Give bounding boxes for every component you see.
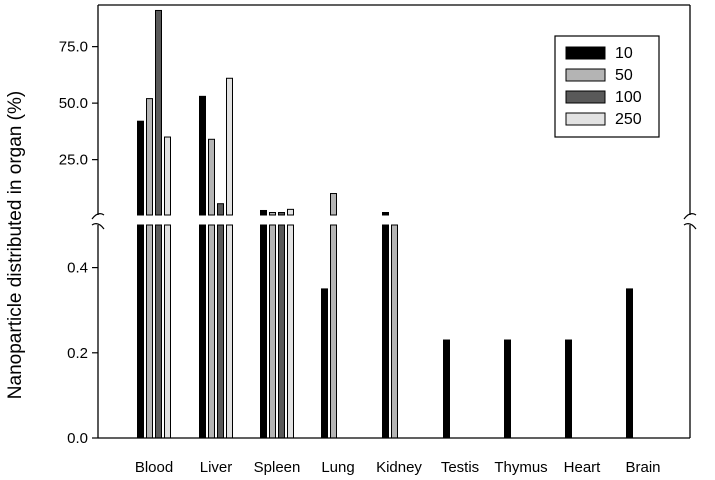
legend-swatch-10 [565, 46, 606, 60]
x-label-heart: Heart [564, 459, 602, 476]
bar-heart-10 [565, 339, 572, 439]
bar-liver-10-upper [199, 95, 206, 216]
axis-break-right-top [683, 213, 697, 220]
y-tick-label: 50.0 [59, 95, 88, 112]
y-tick-label: 0.0 [67, 430, 88, 447]
bar-spleen-100-upper [278, 212, 285, 216]
bar-blood-250-lower [164, 224, 171, 439]
x-label-spleen: Spleen [254, 459, 301, 476]
legend-label-50: 50 [615, 67, 633, 84]
bar-kidney-50 [391, 224, 398, 439]
legend-swatch-100 [565, 90, 606, 104]
bar-liver-250-lower [226, 224, 233, 439]
bar-kidney-10-lower [382, 224, 389, 439]
axis-break-left-top [91, 213, 105, 220]
bar-liver-100-upper [217, 203, 224, 216]
bar-spleen-250-lower [287, 224, 294, 439]
legend: 10 50 100 250 [554, 35, 660, 138]
bar-lung-50-upper [330, 193, 337, 216]
x-label-kidney: Kidney [376, 459, 422, 476]
axis-break-left-bottom [91, 223, 105, 230]
bar-blood-250-upper [164, 136, 171, 216]
bar-blood-50-lower [146, 224, 153, 439]
y-tick-label: 75.0 [59, 39, 88, 56]
bar-blood-100-upper [155, 9, 162, 216]
bar-testis-10 [443, 339, 450, 439]
bar-spleen-250-upper [287, 208, 294, 216]
y-tick-label: 0.2 [67, 345, 88, 362]
x-label-testis: Testis [441, 459, 479, 476]
bar-thymus-10 [504, 339, 511, 439]
bar-spleen-100-lower [278, 224, 285, 439]
x-label-lung: Lung [321, 459, 354, 476]
bar-blood-50-upper [146, 98, 153, 216]
legend-swatch-50 [565, 68, 606, 82]
bar-lung-50-lower [330, 224, 337, 439]
bar-liver-50-lower [208, 224, 215, 439]
bar-spleen-50-lower [269, 224, 276, 439]
x-label-blood: Blood [135, 459, 173, 476]
x-label-liver: Liver [200, 459, 233, 476]
bar-liver-10-lower [199, 224, 206, 439]
y-axis-title: Nanoparticle distributed in organ (%) [5, 91, 26, 399]
bar-lung-10 [321, 288, 328, 439]
bar-liver-250-upper [226, 77, 233, 216]
x-label-brain: Brain [625, 459, 660, 476]
legend-label-10: 10 [615, 45, 633, 62]
bar-blood-100-lower [155, 224, 162, 439]
bar-liver-50-upper [208, 138, 215, 216]
legend-label-100: 100 [615, 89, 642, 106]
x-axis-labels: Blood Liver Spleen Lung Kidney Testis Thymus He… [135, 459, 661, 476]
axis-break-right-bottom [683, 223, 697, 230]
bar-spleen-10-lower [260, 224, 267, 439]
bars-layer [137, 9, 633, 439]
bar-kidney-10-upper [382, 212, 389, 216]
bar-liver-100-lower [217, 224, 224, 439]
y-tick-label: 0.4 [67, 260, 88, 277]
x-label-thymus: Thymus [494, 459, 547, 476]
bar-blood-10-upper [137, 120, 144, 216]
legend-swatch-250 [565, 112, 606, 126]
bar-blood-10-lower [137, 224, 144, 439]
legend-label-250: 250 [615, 111, 642, 128]
y-tick-label: 25.0 [59, 152, 88, 169]
y-axis-ticks: 0.0 0.2 0.4 25.0 50.0 75.0 [59, 39, 98, 447]
plot-frame [91, 4, 697, 439]
bar-brain-10 [626, 288, 633, 439]
bar-spleen-50-upper [269, 212, 276, 216]
bar-spleen-10-upper [260, 209, 267, 216]
